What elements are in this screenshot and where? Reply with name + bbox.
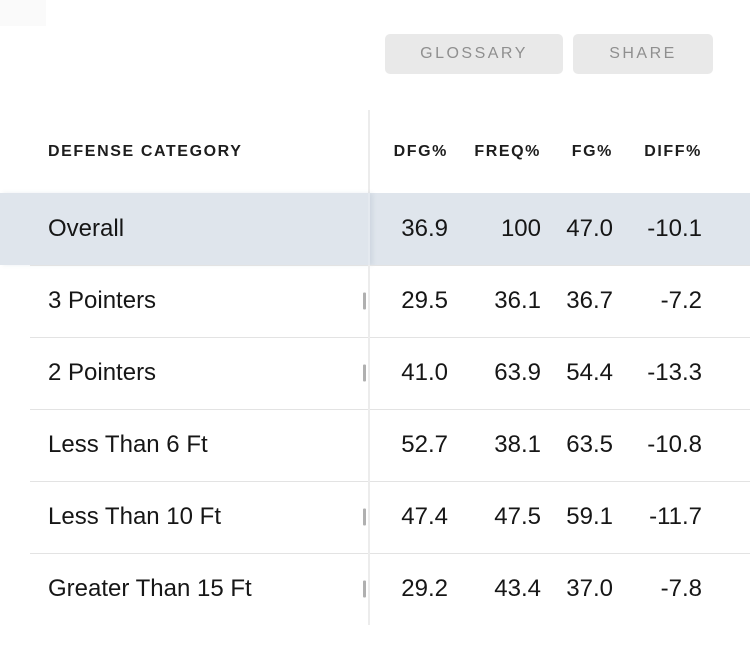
cell-freq: 47.5	[494, 503, 541, 530]
toolbar: GLOSSARY SHARE	[385, 34, 713, 74]
table-row[interactable]: Less Than 6 Ft 52.7 38.1 63.5 -10.8	[0, 409, 750, 482]
column-header-defense-category[interactable]: DEFENSE CATEGORY	[0, 110, 370, 193]
column-header-freq[interactable]: FREQ%	[474, 142, 541, 160]
table-row[interactable]: Overall 36.9 100 47.0 -10.1	[0, 193, 750, 266]
defense-category-table: DEFENSE CATEGORY DFG% FREQ% FG% DIFF% Ov…	[0, 110, 750, 625]
cell-dfg: 29.2	[401, 575, 448, 602]
row-values: 52.7 38.1 63.5 -10.8	[370, 409, 750, 481]
cell-fg: 59.1	[566, 503, 613, 530]
cell-fg: 63.5	[566, 431, 613, 458]
cell-diff: -10.1	[647, 215, 702, 242]
cell-diff: -10.8	[647, 431, 702, 458]
corner-artifact	[0, 0, 46, 26]
glossary-button[interactable]: GLOSSARY	[385, 34, 563, 74]
cell-fg: 37.0	[566, 575, 613, 602]
clipped-column-fragment	[363, 292, 366, 310]
table-body: Overall 36.9 100 47.0 -10.1 3 Pointers 2…	[0, 193, 750, 625]
table-row[interactable]: 3 Pointers 29.5 36.1 36.7 -7.2	[0, 265, 750, 338]
header-value-columns: DFG% FREQ% FG% DIFF%	[370, 110, 750, 193]
table-row[interactable]: Greater Than 15 Ft 29.2 43.4 37.0 -7.8	[0, 553, 750, 625]
row-category-cell: Less Than 10 Ft	[0, 481, 370, 553]
clipped-column-fragment	[363, 364, 366, 382]
cell-freq: 43.4	[494, 575, 541, 602]
row-category-cell: Overall	[0, 193, 370, 265]
cell-diff: -13.3	[647, 359, 702, 386]
row-category-cell: 2 Pointers	[0, 337, 370, 409]
row-category-label: Overall	[48, 215, 125, 242]
cell-diff: -7.2	[660, 287, 702, 314]
share-button[interactable]: SHARE	[573, 34, 713, 74]
cell-freq: 36.1	[494, 287, 541, 314]
cell-freq: 100	[500, 215, 541, 242]
cell-dfg: 52.7	[401, 431, 448, 458]
column-header-dfg[interactable]: DFG%	[393, 142, 448, 160]
row-category-cell: Greater Than 15 Ft	[0, 553, 370, 625]
clipped-column-fragment	[363, 580, 366, 598]
row-category-cell: Less Than 6 Ft	[0, 409, 370, 481]
row-category-cell: 3 Pointers	[0, 265, 370, 337]
row-category-label: 2 Pointers	[48, 359, 157, 386]
row-category-label: Greater Than 15 Ft	[48, 575, 252, 602]
cell-diff: -7.8	[660, 575, 702, 602]
row-values: 29.2 43.4 37.0 -7.8	[370, 553, 750, 625]
cell-fg: 47.0	[566, 215, 613, 242]
table-row[interactable]: 2 Pointers 41.0 63.9 54.4 -13.3	[0, 337, 750, 410]
row-category-label: 3 Pointers	[48, 287, 157, 314]
row-values: 29.5 36.1 36.7 -7.2	[370, 265, 750, 337]
row-category-label: Less Than 10 Ft	[48, 503, 221, 530]
column-header-diff[interactable]: DIFF%	[644, 142, 702, 160]
table-header-row: DEFENSE CATEGORY DFG% FREQ% FG% DIFF%	[0, 110, 750, 193]
cell-dfg: 41.0	[401, 359, 448, 386]
row-values: 47.4 47.5 59.1 -11.7	[370, 481, 750, 553]
column-header-fg[interactable]: FG%	[571, 142, 613, 160]
table-row[interactable]: Less Than 10 Ft 47.4 47.5 59.1 -11.7	[0, 481, 750, 554]
cell-dfg: 36.9	[401, 215, 448, 242]
cell-diff: -11.7	[649, 503, 702, 530]
row-values: 41.0 63.9 54.4 -13.3	[370, 337, 750, 409]
clipped-column-fragment	[363, 508, 366, 526]
cell-fg: 36.7	[566, 287, 613, 314]
cell-fg: 54.4	[566, 359, 613, 386]
cell-dfg: 47.4	[401, 503, 448, 530]
cell-dfg: 29.5	[401, 287, 448, 314]
row-category-label: Less Than 6 Ft	[48, 431, 208, 458]
row-values: 36.9 100 47.0 -10.1	[370, 193, 750, 265]
cell-freq: 38.1	[494, 431, 541, 458]
cell-freq: 63.9	[494, 359, 541, 386]
